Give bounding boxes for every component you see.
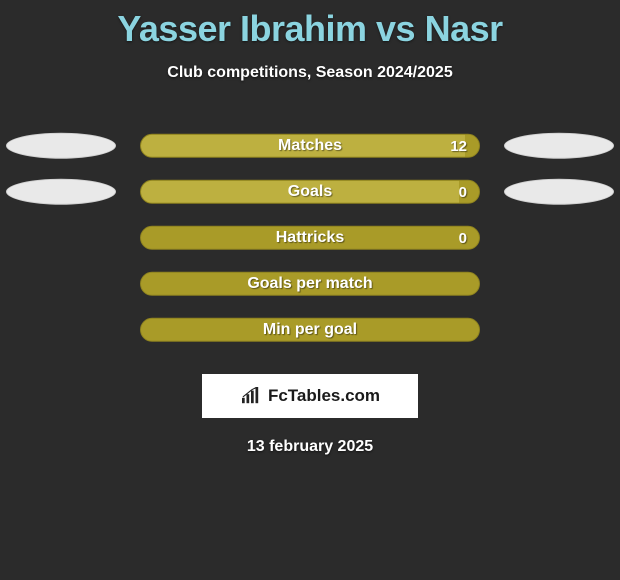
page-title: Yasser Ibrahim vs Nasr (0, 0, 620, 50)
stat-label: Min per goal (141, 319, 479, 341)
stat-bar: Goals0 (140, 180, 480, 204)
date-text: 13 february 2025 (0, 438, 620, 456)
stat-bar-fill (141, 135, 465, 157)
stat-bar-fill (141, 181, 459, 203)
stat-row: Goals0 (0, 170, 620, 216)
stat-value: 0 (459, 227, 467, 249)
stat-row: Hattricks0 (0, 216, 620, 262)
stat-bar: Goals per match (140, 272, 480, 296)
stat-value: 12 (450, 135, 467, 157)
stat-bar: Min per goal (140, 318, 480, 342)
logo-text: FcTables.com (268, 386, 380, 406)
left-ellipse (6, 133, 116, 159)
left-ellipse (6, 179, 116, 205)
logo-box: FcTables.com (202, 374, 418, 418)
stat-row: Goals per match (0, 262, 620, 308)
stat-label: Goals per match (141, 273, 479, 295)
chart-icon (240, 387, 262, 405)
stat-bar: Hattricks0 (140, 226, 480, 250)
stat-bar: Matches12 (140, 134, 480, 158)
stats-container: Matches12Goals0Hattricks0Goals per match… (0, 124, 620, 354)
stat-row: Matches12 (0, 124, 620, 170)
right-ellipse (504, 133, 614, 159)
right-ellipse (504, 179, 614, 205)
stat-value: 0 (459, 181, 467, 203)
stat-label: Hattricks (141, 227, 479, 249)
stat-row: Min per goal (0, 308, 620, 354)
subtitle: Club competitions, Season 2024/2025 (0, 64, 620, 82)
